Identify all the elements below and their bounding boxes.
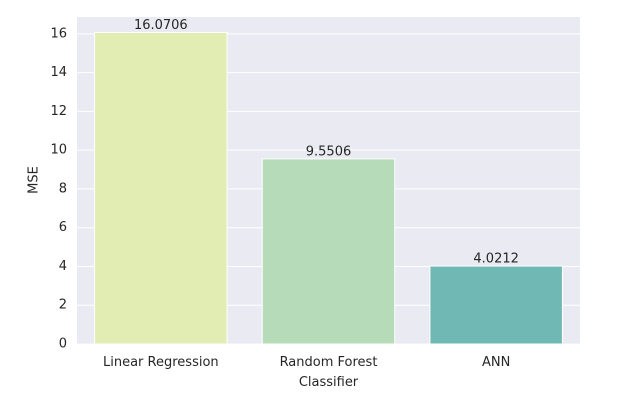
y-axis-label: MSE <box>27 166 42 194</box>
x-tick-label: Random Forest Classifier <box>280 355 378 390</box>
value-label: 9.5506 <box>306 144 352 159</box>
value-label: 4.0212 <box>473 252 519 267</box>
y-tick-label: 10 <box>50 143 67 158</box>
y-tick-label: 16 <box>50 26 67 41</box>
y-tick-label: 4 <box>59 259 67 274</box>
y-tick-label: 12 <box>50 104 67 119</box>
y-tick-label: 2 <box>59 298 67 313</box>
y-tick-label: 6 <box>59 220 67 235</box>
bar <box>94 31 228 345</box>
x-tick-label: ANN <box>482 355 510 370</box>
y-tick-label: 0 <box>59 337 67 352</box>
x-tick-label: Linear Regression <box>103 355 219 370</box>
value-label: 16.0706 <box>134 18 188 33</box>
y-tick-label: 8 <box>59 181 67 196</box>
bar <box>429 265 563 345</box>
y-tick-label: 14 <box>50 65 67 80</box>
bar <box>261 158 396 345</box>
